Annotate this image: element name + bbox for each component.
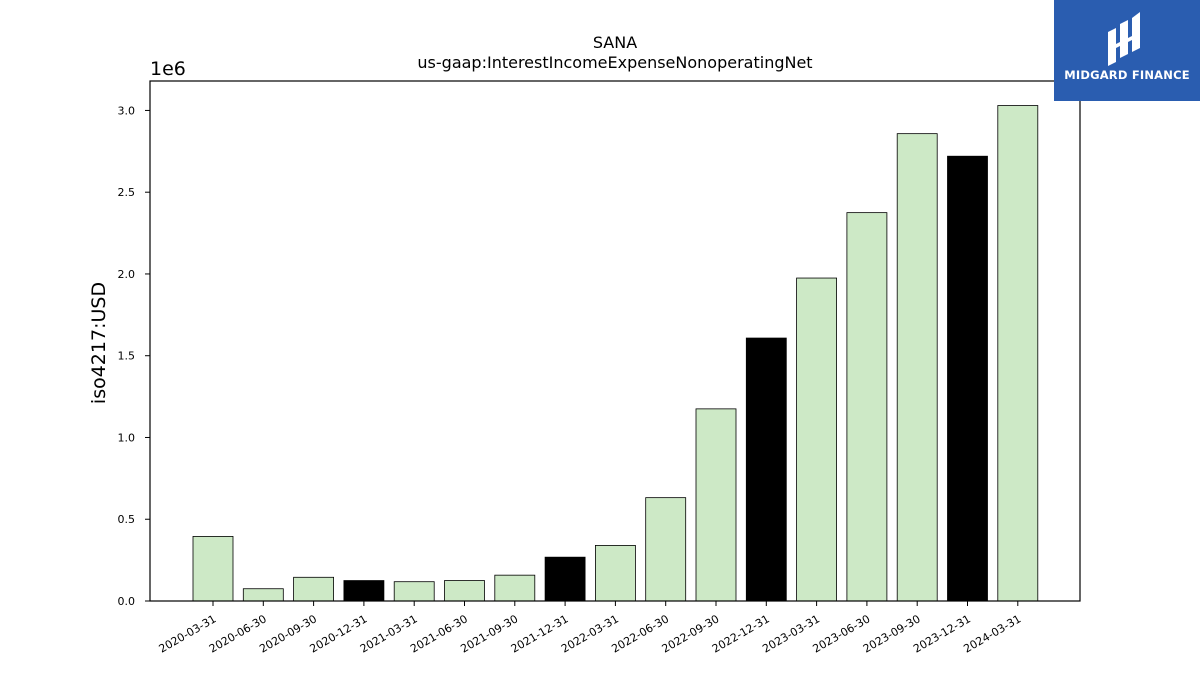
bar-2021-03-31 [393,581,435,602]
y-axis-ticks: 0.0 0.5 1.0 1.5 2.0 2.5 3.0 [118,104,150,608]
bar-2020-09-30 [293,576,335,602]
plot-frame [149,80,1081,602]
y-tick-label: 0.0 [118,595,136,608]
bar-2023-12-31 [947,155,988,602]
y-tick-label: 2.0 [118,268,136,281]
bar-2022-06-30 [645,497,687,602]
bar-2021-12-31 [544,556,586,602]
chart-subtitle: us-gaap:InterestIncomeExpenseNonoperatin… [417,53,812,72]
y-tick-label: 1.0 [118,431,136,444]
logo-text: MIDGARD FINANCE [1064,68,1190,82]
bar-2020-12-31 [343,580,385,602]
y-tick-label: 3.0 [118,104,136,117]
bar-2022-12-31 [745,337,787,602]
bar-2020-06-30 [242,588,284,602]
y-axis-offset-label: 1e6 [150,58,186,80]
bar-2022-09-30 [695,408,737,602]
bar-2020-03-31 [192,536,234,602]
x-axis-ticks: 2020-03-312020-06-302020-09-302020-12-31… [157,601,1023,656]
bar-2024-03-31 [997,105,1039,602]
x-tick-label: 2024-03-31 [961,612,1023,655]
bars-group [192,105,1039,602]
bar-2022-03-31 [595,545,636,602]
y-axis-label: iso4217:USD [88,282,110,404]
midgard-finance-logo: MIDGARD FINANCE [1054,0,1200,101]
y-tick-label: 2.5 [118,186,136,199]
y-tick-label: 1.5 [118,350,136,363]
midgard-logo-icon [1108,12,1140,66]
y-tick-label: 0.5 [118,513,136,526]
bar-2023-03-31 [796,277,837,602]
bar-2023-09-30 [896,133,938,602]
chart-title: SANA [593,33,637,52]
bar-2021-06-30 [444,580,485,602]
bar-2021-09-30 [494,574,536,602]
bar-2023-06-30 [846,212,888,602]
